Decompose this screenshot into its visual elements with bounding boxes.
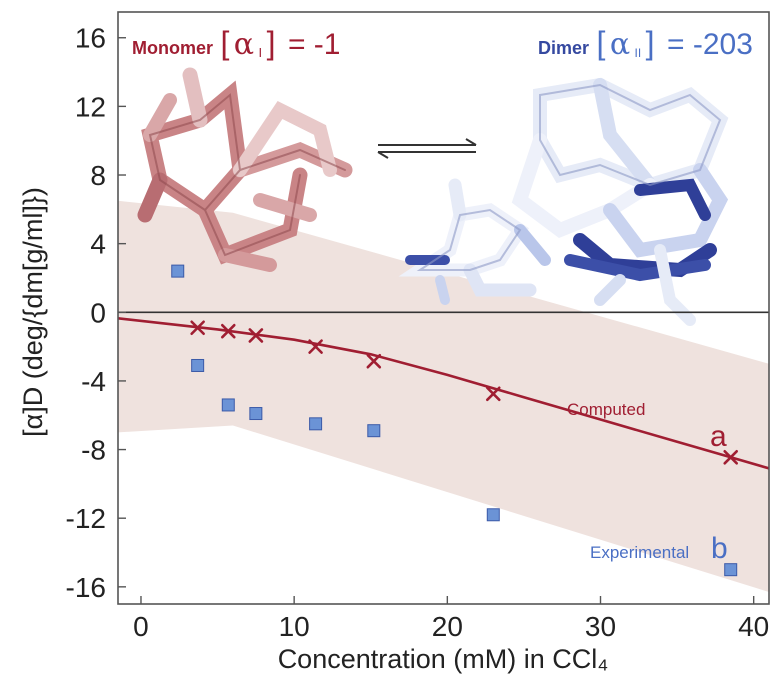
dimer-word: Dimer [538, 38, 589, 58]
y-axis: 16 12 8 4 0 -4 -8 -12 -16 [66, 23, 126, 603]
x-tick-label: 0 [133, 611, 149, 642]
monomer-bracket-close: ] [267, 25, 276, 61]
dimer-annotation: Dimer [ α II ] = -203 [538, 25, 753, 62]
x-tick-label: 40 [738, 611, 769, 642]
monomer-word: Monomer [132, 38, 213, 58]
experimental-point [221, 398, 235, 412]
y-tick-label: -12 [66, 503, 106, 534]
experimental-letter: b [711, 532, 728, 565]
equilibrium-arrows-icon [377, 138, 477, 159]
computed-point [220, 323, 236, 339]
monomer-annotation: Monomer [ α I ] = -1 [132, 25, 340, 62]
experimental-point [486, 508, 500, 522]
dimer-bracket-open: [ [596, 25, 605, 61]
experimental-point [171, 264, 185, 278]
computed-point [366, 353, 382, 369]
computed-label: Computed [567, 400, 645, 419]
y-tick-label: -4 [81, 366, 106, 397]
computed-point [723, 449, 739, 465]
monomer-molecule-illustration [137, 67, 353, 272]
y-tick-label: -16 [66, 572, 106, 603]
y-tick-label: 8 [90, 160, 106, 191]
y-tick-label: 4 [90, 229, 106, 260]
dimer-value: = -203 [667, 28, 753, 61]
dimer-alpha: α [610, 27, 630, 62]
y-tick-label: 12 [75, 91, 106, 122]
experimental-point [309, 417, 323, 431]
x-axis: 0 10 20 30 40 [133, 596, 769, 642]
y-tick-label: 0 [90, 297, 106, 328]
y-tick-label: 16 [75, 23, 106, 54]
monomer-bracket-open: [ [220, 25, 229, 61]
computed-point [248, 328, 264, 343]
computed-markers [190, 320, 739, 465]
x-tick-label: 20 [432, 611, 463, 642]
monomer-value: = -1 [288, 28, 341, 61]
experimental-point [191, 358, 205, 372]
dimer-bracket-close: ] [646, 25, 655, 61]
x-tick-label: 10 [279, 611, 310, 642]
computed-point [485, 386, 501, 402]
dimer-molecule-illustration [398, 77, 729, 326]
plot-frame [117, 11, 770, 605]
dimer-subscript: II [635, 46, 642, 60]
monomer-alpha: α [234, 27, 254, 62]
x-axis-title: Concentration (mM) in CCl₄ [278, 644, 609, 674]
computed-point [190, 320, 205, 336]
experimental-point [724, 563, 738, 577]
experimental-markers [171, 264, 738, 577]
y-tick-label: -8 [81, 435, 106, 466]
y-axis-title: [α]D (deg/{dm[g/ml]}) [18, 187, 48, 437]
uncertainty-band [118, 200, 769, 593]
x-tick-label: 30 [585, 611, 616, 642]
monomer-subscript: I [259, 45, 263, 60]
experimental-point [249, 407, 263, 421]
computed-letter: a [710, 420, 727, 453]
experimental-label: Experimental [590, 543, 689, 562]
experimental-point [367, 424, 381, 438]
computed-point [308, 339, 323, 354]
